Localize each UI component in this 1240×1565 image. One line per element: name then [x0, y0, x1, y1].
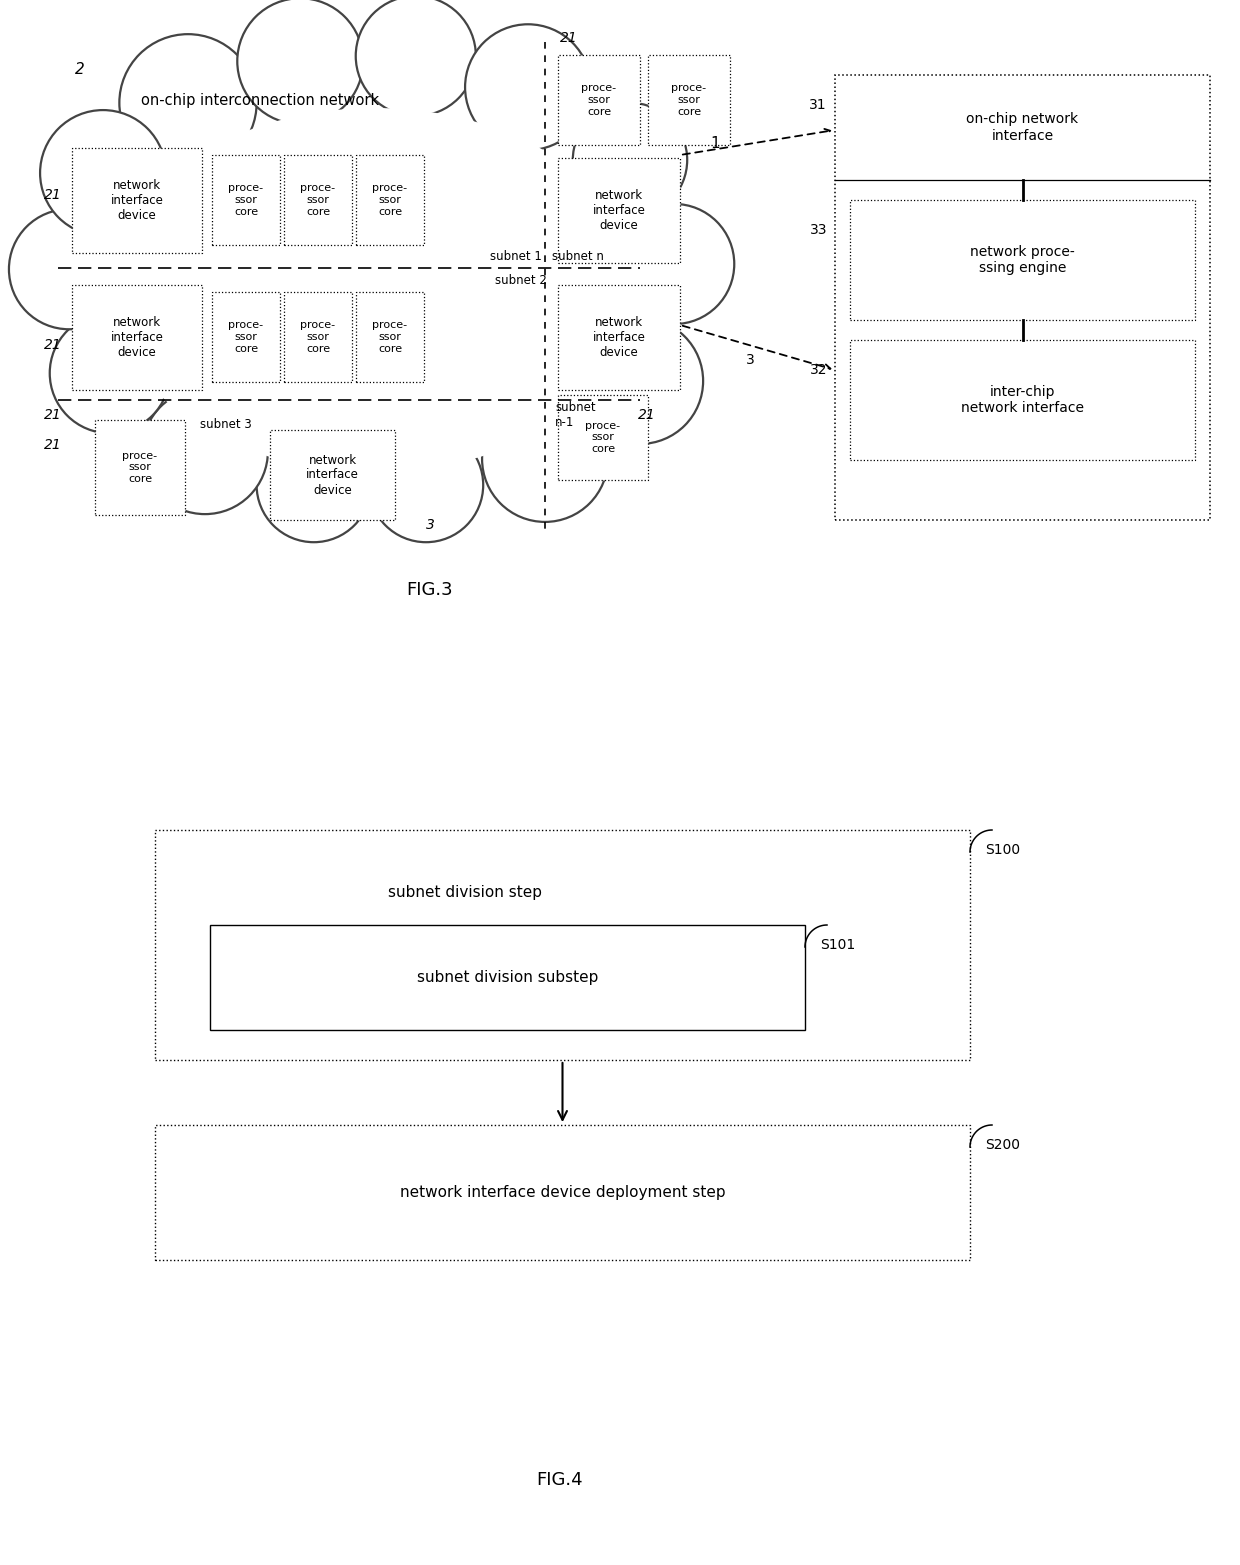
Text: on-chip network
interface: on-chip network interface	[966, 113, 1079, 142]
Circle shape	[482, 396, 608, 521]
Bar	[72, 149, 202, 254]
Bar	[212, 155, 280, 246]
Text: proce-
ssor
core: proce- ssor core	[123, 451, 157, 484]
Text: 21: 21	[45, 338, 62, 352]
Circle shape	[119, 34, 257, 172]
Text: network
interface
device: network interface device	[593, 316, 646, 358]
Circle shape	[143, 388, 268, 515]
Circle shape	[50, 313, 170, 434]
Bar	[270, 430, 396, 520]
Circle shape	[9, 210, 129, 329]
Circle shape	[257, 427, 371, 541]
Text: FIG.3: FIG.3	[407, 581, 454, 599]
Bar	[356, 155, 424, 246]
Text: subnet division step: subnet division step	[388, 884, 542, 900]
Text: proce-
ssor
core: proce- ssor core	[582, 83, 616, 117]
Circle shape	[40, 110, 166, 236]
Text: 21: 21	[45, 188, 62, 202]
Text: subnet 1: subnet 1	[490, 249, 542, 263]
Text: network
interface
device: network interface device	[306, 454, 358, 496]
Text: proce-
ssor
core: proce- ssor core	[671, 83, 707, 117]
Text: proce-
ssor
core: proce- ssor core	[300, 321, 336, 354]
Text: network
interface
device: network interface device	[110, 178, 164, 222]
Circle shape	[356, 0, 476, 116]
Circle shape	[465, 25, 591, 150]
Text: on-chip interconnection network: on-chip interconnection network	[141, 92, 379, 108]
Text: 21: 21	[45, 438, 62, 452]
Bar	[558, 285, 680, 390]
Text: 1: 1	[711, 136, 719, 150]
Text: subnet n: subnet n	[552, 249, 604, 263]
Text: subnet 2: subnet 2	[495, 274, 547, 286]
Text: proce-
ssor
core: proce- ssor core	[228, 183, 264, 216]
Text: subnet
n-1: subnet n-1	[556, 401, 595, 429]
Text: network interface device deployment step: network interface device deployment step	[399, 1185, 725, 1200]
Bar	[155, 1125, 970, 1260]
Text: 21: 21	[560, 31, 578, 45]
Circle shape	[237, 0, 363, 124]
Text: subnet 3: subnet 3	[200, 418, 252, 432]
Text: network
interface
device: network interface device	[593, 189, 646, 232]
Circle shape	[614, 203, 734, 324]
Text: S101: S101	[820, 937, 856, 952]
Text: network
interface
device: network interface device	[110, 316, 164, 358]
Bar	[558, 55, 640, 146]
Text: FIG.4: FIG.4	[537, 1471, 583, 1488]
Bar	[356, 293, 424, 382]
Bar	[558, 158, 680, 263]
Text: 32: 32	[810, 363, 827, 377]
Text: S100: S100	[985, 844, 1021, 858]
Circle shape	[368, 427, 484, 541]
Bar	[849, 340, 1195, 460]
Text: 2: 2	[76, 63, 84, 78]
Text: 3: 3	[745, 354, 754, 368]
Text: proce-
ssor
core: proce- ssor core	[372, 321, 408, 354]
Bar	[835, 75, 1210, 520]
Bar	[284, 293, 352, 382]
Text: proce-
ssor
core: proce- ssor core	[372, 183, 408, 216]
Text: subnet division substep: subnet division substep	[417, 970, 598, 984]
Bar	[212, 293, 280, 382]
Bar	[95, 419, 185, 515]
Text: inter-chip
network interface: inter-chip network interface	[961, 385, 1084, 415]
Text: proce-
ssor
core: proce- ssor core	[585, 421, 620, 454]
Bar	[72, 285, 202, 390]
Bar	[849, 200, 1195, 319]
Bar	[649, 55, 730, 146]
Text: network proce-
ssing engine: network proce- ssing engine	[970, 244, 1075, 275]
Text: 31: 31	[810, 99, 827, 113]
Circle shape	[573, 103, 687, 218]
Bar	[558, 394, 649, 480]
Ellipse shape	[112, 108, 639, 473]
Bar	[210, 925, 805, 1030]
Text: 33: 33	[810, 222, 827, 236]
Bar	[284, 155, 352, 246]
Bar	[155, 829, 970, 1060]
Ellipse shape	[103, 95, 647, 485]
Text: S200: S200	[985, 1138, 1021, 1152]
Circle shape	[578, 318, 703, 444]
Text: proce-
ssor
core: proce- ssor core	[300, 183, 336, 216]
Text: proce-
ssor
core: proce- ssor core	[228, 321, 264, 354]
Text: 3: 3	[425, 518, 434, 532]
Text: 21: 21	[639, 408, 656, 423]
Text: 21: 21	[45, 408, 62, 423]
